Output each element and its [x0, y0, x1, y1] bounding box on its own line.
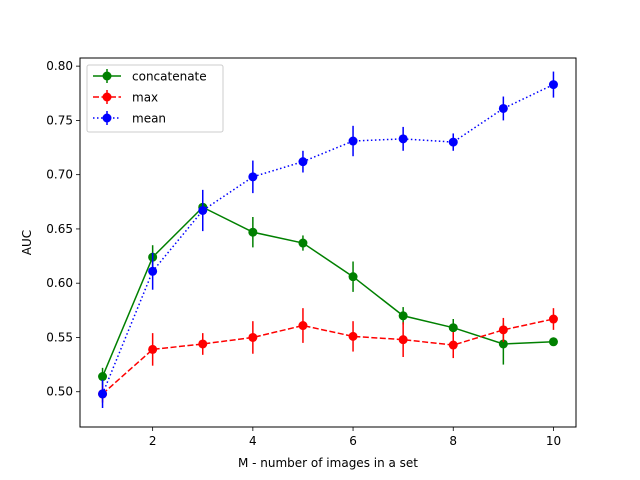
data-point [548, 337, 558, 347]
data-point [348, 136, 358, 146]
data-point [198, 205, 208, 215]
y-tick-label: 0.50 [46, 385, 73, 399]
plot-area [98, 71, 558, 409]
data-point [248, 172, 258, 182]
y-tick-label: 0.80 [46, 59, 73, 73]
y-tick-label: 0.75 [46, 113, 73, 127]
legend-marker-max [102, 92, 112, 102]
data-point [498, 325, 508, 335]
legend-frame [86, 64, 224, 133]
x-axis: 2 4 6 8 10 [149, 427, 561, 448]
y-axis: 0.50 0.55 0.60 0.65 0.70 0.75 0.80 [46, 59, 80, 399]
data-point [448, 340, 458, 350]
y-tick-label: 0.70 [46, 168, 73, 182]
legend-label-concatenate: concatenate [132, 70, 207, 84]
legend-marker-mean [102, 113, 112, 123]
legend-label-max: max [132, 91, 158, 105]
y-tick-label: 0.60 [46, 276, 73, 290]
data-point [348, 331, 358, 341]
data-point [498, 103, 508, 113]
data-point [248, 227, 258, 237]
x-tick-label: 6 [349, 434, 357, 448]
x-tick-label: 4 [249, 434, 257, 448]
data-point [348, 272, 358, 282]
data-point [448, 137, 458, 147]
x-axis-label: M - number of images in a set [238, 456, 418, 470]
data-point [298, 321, 308, 331]
series-line-mean [101, 83, 554, 395]
data-point [448, 323, 458, 333]
legend: concatenate max mean [86, 64, 224, 133]
data-point [398, 335, 408, 345]
axes-frame [79, 57, 577, 428]
legend-label-mean: mean [132, 112, 166, 126]
data-point [398, 311, 408, 321]
x-tick-label: 8 [449, 434, 457, 448]
series-mean [98, 71, 558, 409]
y-tick-label: 0.55 [46, 330, 73, 344]
data-point [98, 372, 108, 382]
data-point [198, 339, 208, 349]
legend-marker-concatenate [102, 71, 112, 81]
data-point [298, 238, 308, 248]
data-point [548, 80, 558, 90]
series-line-concatenate [101, 206, 554, 377]
x-tick-label: 10 [546, 434, 561, 448]
data-point [498, 339, 508, 349]
x-tick-label: 2 [149, 434, 157, 448]
data-point [98, 389, 108, 399]
data-point [548, 314, 558, 324]
y-tick-label: 0.65 [46, 222, 73, 236]
data-point [398, 134, 408, 144]
data-point [148, 266, 158, 276]
y-axis-label: AUC [20, 230, 34, 255]
data-point [248, 332, 258, 342]
data-point [148, 344, 158, 354]
data-point [298, 157, 308, 167]
